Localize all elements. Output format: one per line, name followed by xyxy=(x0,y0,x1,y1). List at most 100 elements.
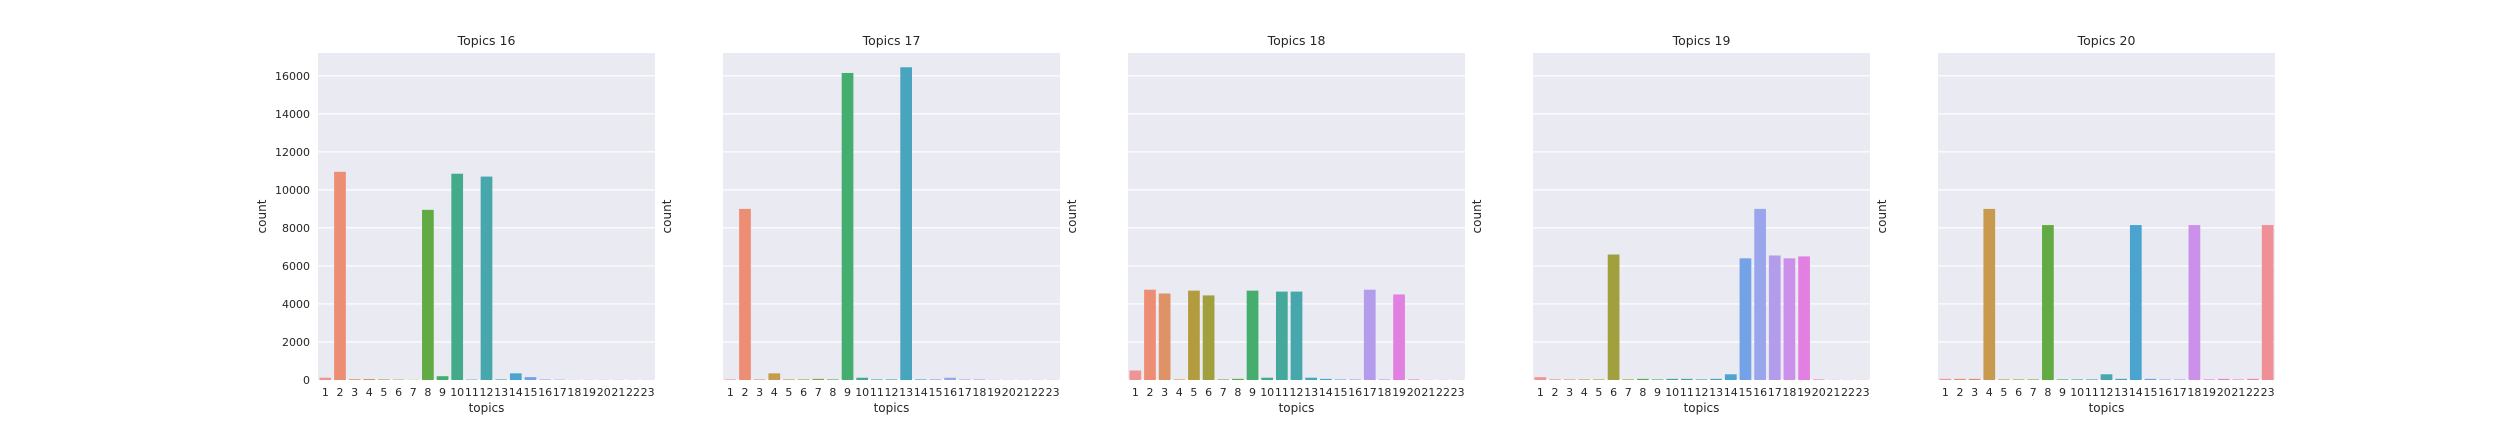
bar-topic-22 xyxy=(2247,378,2259,380)
bar-topic-9 xyxy=(1246,290,1259,380)
bar-topic-2 xyxy=(1549,379,1561,380)
x-tick-label: 3 xyxy=(1971,386,1978,399)
x-tick-label: 2 xyxy=(1551,386,1558,399)
bar-topic-1 xyxy=(1129,370,1142,380)
bar-topic-15 xyxy=(2144,378,2157,380)
y-axis-label: count xyxy=(1470,199,1484,233)
x-tick-label: 4 xyxy=(771,386,778,399)
bar-topic-10 xyxy=(2071,379,2084,380)
bar-topic-15 xyxy=(1334,379,1347,380)
x-tick-label: 11 xyxy=(2085,386,2099,399)
x-tick-label: 8 xyxy=(2044,386,2051,399)
y-tick-label: 6000 xyxy=(282,260,310,273)
x-tick-label: 15 xyxy=(1738,386,1752,399)
bar-topic-17 xyxy=(1768,255,1781,380)
bar-topic-13 xyxy=(495,379,508,380)
chart-title: Topics 17 xyxy=(862,33,921,48)
x-tick-label: 6 xyxy=(395,386,402,399)
x-tick-label: 19 xyxy=(2202,386,2216,399)
x-tick-label: 16 xyxy=(943,386,957,399)
bar-topic-5 xyxy=(1593,379,1605,380)
x-tick-label: 14 xyxy=(1724,386,1738,399)
x-tick-label: 13 xyxy=(2114,386,2128,399)
bar-topic-16 xyxy=(944,377,956,380)
bar-topic-20 xyxy=(2217,378,2230,380)
x-tick-label: 12 xyxy=(480,386,494,399)
bar-topic-17 xyxy=(1363,289,1376,380)
bar-topic-15 xyxy=(929,379,942,380)
x-tick-label: 12 xyxy=(885,386,899,399)
bar-topic-1 xyxy=(319,377,332,380)
y-tick-label: 12000 xyxy=(275,146,310,159)
x-tick-label: 7 xyxy=(1625,386,1632,399)
x-tick-label: 15 xyxy=(928,386,942,399)
x-tick-label: 18 xyxy=(972,386,986,399)
x-tick-label: 20 xyxy=(597,386,611,399)
bar-topic-13 xyxy=(1710,378,1723,380)
x-tick-label: 22 xyxy=(2246,386,2260,399)
bar-topic-13 xyxy=(900,67,913,380)
x-tick-label: 5 xyxy=(380,386,387,399)
x-tick-label: 5 xyxy=(1190,386,1197,399)
y-axis-label: count xyxy=(1065,199,1079,233)
x-tick-label: 6 xyxy=(1205,386,1212,399)
x-tick-label: 1 xyxy=(727,386,734,399)
bar-topic-12 xyxy=(1695,379,1708,380)
bar-topic-6 xyxy=(1202,295,1215,380)
x-tick-label: 1 xyxy=(322,386,329,399)
x-tick-label: 21 xyxy=(1421,386,1435,399)
x-tick-label: 16 xyxy=(538,386,552,399)
x-tick-label: 12 xyxy=(1290,386,1304,399)
x-tick-label: 3 xyxy=(756,386,763,399)
bar-topic-13 xyxy=(2115,378,2128,380)
bar-topic-20 xyxy=(1812,379,1825,380)
bar-topic-3 xyxy=(348,379,361,380)
x-tick-label: 16 xyxy=(1753,386,1767,399)
x-tick-label: 18 xyxy=(2187,386,2201,399)
bar-topic-15 xyxy=(1739,258,1752,380)
x-tick-label: 14 xyxy=(2129,386,2143,399)
chart-title: Topics 18 xyxy=(1267,33,1326,48)
bar-topic-9 xyxy=(1651,379,1664,380)
x-tick-label: 18 xyxy=(567,386,581,399)
bar-topic-6 xyxy=(797,379,810,380)
x-tick-label: 6 xyxy=(2015,386,2022,399)
y-tick-label: 16000 xyxy=(275,70,310,83)
bar-topic-16 xyxy=(539,379,551,380)
bar-topic-1 xyxy=(724,379,737,380)
bar-topic-16 xyxy=(1754,208,1766,380)
x-tick-label: 5 xyxy=(1595,386,1602,399)
chart-panel-2: 1 2 3 4 5 6 7 8 9 10 11 12 13 14 15 16 17 18 19 20 21 22 23Top… xyxy=(660,33,1060,415)
x-tick-label: 23 xyxy=(1046,386,1060,399)
x-tick-label: 3 xyxy=(351,386,358,399)
bar-topic-2 xyxy=(739,208,751,380)
x-tick-label: 10 xyxy=(450,386,464,399)
x-tick-label: 21 xyxy=(1826,386,1840,399)
x-tick-label: 7 xyxy=(2030,386,2037,399)
bar-topic-6 xyxy=(1607,254,1620,380)
bar-topic-1 xyxy=(1534,377,1547,380)
x-axis-label: topics xyxy=(1684,401,1720,415)
x-tick-label: 4 xyxy=(366,386,373,399)
bar-topic-23 xyxy=(2261,225,2274,380)
x-tick-label: 20 xyxy=(1002,386,1016,399)
x-tick-label: 20 xyxy=(1812,386,1826,399)
bar-topic-14 xyxy=(914,379,927,380)
x-axis-label: topics xyxy=(2089,401,2125,415)
x-tick-label: 11 xyxy=(870,386,884,399)
bar-topic-16 xyxy=(2159,379,2171,380)
bar-topic-9 xyxy=(841,72,854,380)
bar-topic-8 xyxy=(422,209,434,380)
bar-topic-14 xyxy=(2129,225,2142,380)
x-tick-label: 10 xyxy=(855,386,869,399)
chart-title: Topics 20 xyxy=(2077,33,2136,48)
x-tick-label: 9 xyxy=(844,386,851,399)
x-tick-label: 16 xyxy=(2158,386,2172,399)
bar-topic-7 xyxy=(1622,379,1635,380)
bar-topic-2 xyxy=(1954,378,1966,380)
x-tick-label: 22 xyxy=(1031,386,1045,399)
x-tick-label: 17 xyxy=(958,386,972,399)
x-tick-label: 1 xyxy=(1132,386,1139,399)
x-tick-label: 8 xyxy=(1234,386,1241,399)
